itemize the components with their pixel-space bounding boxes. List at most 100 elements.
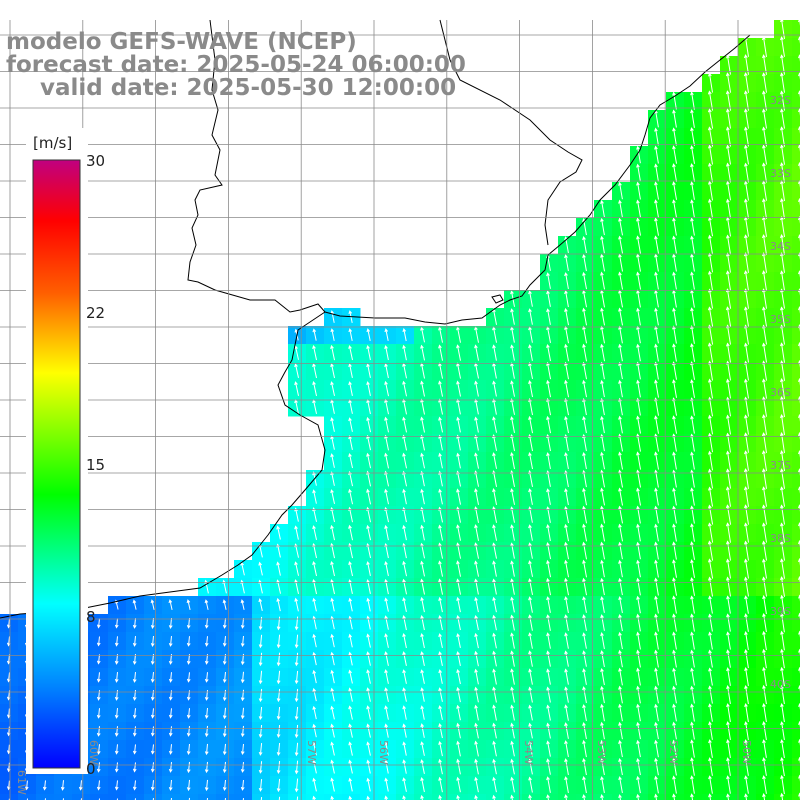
wind-arrow — [492, 416, 497, 433]
wind-arrow — [420, 380, 425, 397]
wind-arrow — [690, 685, 695, 704]
wind-arrow — [636, 775, 641, 794]
wind-arrow — [438, 560, 443, 577]
wind-arrow — [402, 560, 407, 577]
wind-cell — [180, 794, 199, 800]
wind-arrow — [384, 777, 389, 792]
wind-arrow — [708, 793, 712, 800]
wind-arrow — [780, 594, 785, 615]
wind-cell — [450, 794, 469, 800]
wind-arrow — [420, 759, 425, 774]
wind-arrow — [708, 288, 713, 309]
wind-arrow — [618, 343, 623, 362]
wind-arrow — [690, 559, 695, 578]
wind-arrow — [708, 198, 713, 219]
wind-arrow — [456, 614, 461, 631]
wind-arrow — [420, 614, 425, 631]
wind-arrow — [546, 614, 551, 631]
wind-arrow — [708, 739, 713, 758]
wind-arrow — [492, 524, 497, 541]
wind-arrow — [258, 634, 263, 649]
lat-lon-grid — [0, 20, 800, 800]
wind-arrow — [744, 198, 749, 219]
wind-cell — [378, 794, 397, 800]
wind-arrow — [672, 757, 677, 776]
wind-arrow — [762, 162, 767, 183]
wind-arrow — [420, 723, 425, 738]
wind-cell — [18, 794, 37, 800]
wind-cell — [162, 794, 181, 800]
wind-arrow — [762, 252, 767, 273]
wind-arrow — [222, 761, 227, 774]
wind-cell — [792, 326, 800, 345]
wind-arrow — [654, 307, 659, 326]
wind-arrow — [114, 762, 119, 773]
wind-arrow — [654, 613, 659, 632]
wind-arrow — [690, 721, 695, 740]
wind-arrow — [654, 595, 659, 614]
model-title: modelo GEFS-WAVE (NCEP) — [6, 29, 357, 55]
wind-arrow — [744, 684, 749, 705]
wind-arrow — [168, 636, 173, 647]
wind-arrow — [438, 398, 443, 415]
wind-arrow — [168, 744, 173, 755]
forecast-date: forecast date: 2025-05-24 06:00:00 — [6, 52, 466, 78]
wind-arrow — [186, 636, 191, 647]
wind-arrow — [636, 758, 641, 776]
wind-arrow — [726, 757, 731, 776]
wind-arrow — [456, 416, 461, 433]
wind-arrow — [654, 199, 659, 218]
wind-arrow — [618, 307, 623, 326]
wind-arrow — [618, 685, 623, 704]
wind-arrow — [708, 144, 713, 165]
wind-arrow — [600, 217, 605, 236]
wind-cell — [792, 200, 800, 219]
wind-arrow — [114, 672, 119, 683]
wind-arrow — [402, 632, 407, 649]
wind-arrow — [294, 652, 299, 667]
wind-arrow — [600, 650, 605, 667]
wind-arrow — [762, 702, 767, 723]
wind-arrow — [204, 618, 209, 629]
wind-arrow — [636, 667, 641, 686]
wind-arrow — [366, 669, 371, 684]
wind-arrow — [762, 414, 767, 435]
wind-arrow — [672, 703, 677, 722]
wind-arrow — [276, 634, 281, 649]
wind-arrow — [276, 561, 281, 576]
wind-arrow — [654, 793, 658, 800]
wind-arrow — [726, 595, 731, 614]
wind-arrow — [510, 650, 515, 667]
wind-arrow — [240, 707, 245, 720]
wind-arrow — [222, 671, 227, 684]
wind-arrow — [96, 780, 101, 791]
wind-arrow — [743, 468, 749, 489]
wind-arrow — [780, 378, 785, 399]
wind-arrow — [438, 651, 443, 666]
wind-arrow — [726, 685, 731, 704]
wind-arrow — [456, 380, 461, 397]
wind-arrow — [582, 704, 587, 721]
wind-arrow — [492, 794, 496, 800]
wind-arrow — [204, 707, 209, 720]
wind-arrow — [744, 739, 749, 758]
wind-arrow — [708, 486, 713, 507]
wind-arrow — [744, 450, 749, 471]
wind-arrow — [510, 416, 515, 433]
wind-cell — [792, 362, 800, 381]
wind-cell — [666, 794, 685, 800]
wind-arrow — [780, 774, 785, 795]
wind-arrow — [294, 507, 299, 522]
wind-arrow — [636, 595, 641, 614]
wind-arrow — [204, 725, 209, 738]
wind-arrow — [636, 379, 641, 398]
wind-arrow — [420, 326, 425, 343]
wind-arrow — [726, 378, 731, 399]
wind-arrow — [725, 522, 731, 543]
wind-arrow — [528, 650, 533, 667]
wind-cell — [432, 794, 451, 800]
wind-arrow — [420, 434, 425, 451]
wind-arrow — [330, 777, 335, 792]
wind-arrow — [654, 757, 659, 776]
wind-arrow — [348, 669, 353, 684]
